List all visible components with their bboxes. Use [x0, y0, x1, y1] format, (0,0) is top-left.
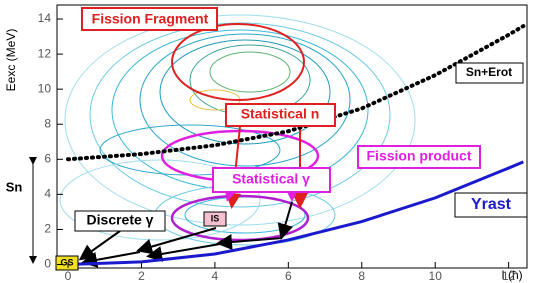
annotation: Fission Fragment	[92, 11, 209, 27]
y-tick-label: 12	[38, 46, 52, 60]
y-tick-label: 0	[44, 257, 51, 271]
x-tick-label: 2	[138, 269, 145, 283]
x-tick-label: 8	[358, 269, 365, 283]
x-tick-label: 4	[212, 269, 219, 283]
series-label: Sn+Erot	[466, 65, 512, 79]
y-tick-label: 4	[44, 187, 51, 201]
y-tick-label: 14	[38, 11, 52, 25]
x-tick-label: 6	[285, 269, 292, 283]
y-tick-label: 10	[38, 81, 52, 95]
x-tick-label: 10	[429, 269, 443, 283]
annotation: Statistical n	[241, 106, 320, 122]
x-tick-label: 0	[65, 269, 72, 283]
annotation-boxes	[55, 7, 528, 271]
ring-fragment	[171, 23, 305, 101]
annotation: Statistical γ	[232, 171, 310, 187]
y-axis-label: Eexc (MeV)	[4, 29, 18, 92]
series-label: Yrast	[471, 196, 512, 213]
y-tick-label: 6	[44, 151, 51, 165]
x-axis-label: I (ħ)	[501, 268, 522, 282]
annotation: GS	[60, 257, 73, 267]
annotation: Discrete γ	[87, 212, 154, 228]
contours	[59, 14, 416, 246]
x-tick-label: 12	[502, 269, 516, 283]
annotation: IS	[211, 213, 220, 223]
y-tick-label: 8	[44, 116, 51, 130]
series-line	[67, 160, 524, 266]
y-tick-label: 2	[44, 222, 51, 236]
annotation: Sn	[6, 179, 23, 194]
annotation: Fission product	[367, 148, 472, 164]
